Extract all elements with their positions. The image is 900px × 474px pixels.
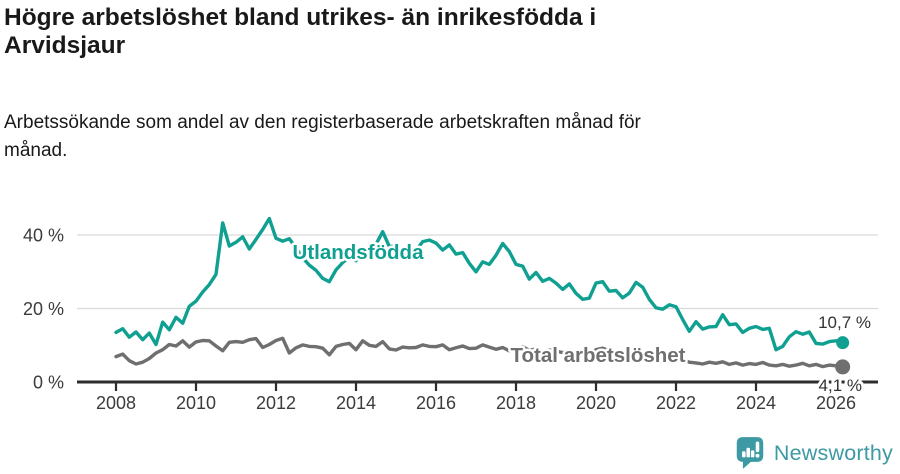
chart-title: Högre arbetslöshet bland utrikes- än inr… xyxy=(4,4,597,59)
x-tick-label: 2010 xyxy=(176,393,216,413)
x-tick-label: 2008 xyxy=(96,393,136,413)
series-end-value-utlandsf-dda: 10,7 % xyxy=(818,313,871,332)
bar-2 xyxy=(746,447,750,458)
series-line-utlandsf-dda xyxy=(114,216,845,352)
x-tick-label: 2018 xyxy=(496,393,536,413)
exclamation-dot xyxy=(755,453,760,458)
x-tick-label: 2026 xyxy=(816,393,856,413)
bar-3 xyxy=(750,450,755,458)
chart-subtitle: Arbetssökande som andel av den registerb… xyxy=(4,112,641,161)
y-tick-label: 40 % xyxy=(23,226,64,246)
newsworthy-logo-icon xyxy=(736,437,764,469)
x-tick-label: 2012 xyxy=(256,393,296,413)
series-end-dot-utlandsf-dda xyxy=(836,336,850,350)
y-tick-label: 20 % xyxy=(23,299,64,319)
x-tick-label: 2024 xyxy=(736,393,776,413)
series-line-total-arbetsl-shet xyxy=(114,336,845,369)
newsworthy-brand[interactable]: Newsworthy xyxy=(735,435,893,471)
series-label-utlandsf-dda: Utlandsfödda xyxy=(293,241,425,264)
y-tick-label: 0 % xyxy=(33,373,64,393)
exclamation-bar xyxy=(755,441,760,453)
x-tick-label: 2020 xyxy=(576,393,616,413)
series-end-value-total-arbetsl-shet: 4,1 % xyxy=(819,376,862,395)
x-tick-label: 2016 xyxy=(416,393,456,413)
series-end-dot-total-arbetsl-shet xyxy=(835,359,851,375)
x-tick-label: 2014 xyxy=(336,393,376,413)
newsworthy-brand-name: Newsworthy xyxy=(773,440,893,465)
series-label-total-arbetsl-shet: Total arbetslöshet xyxy=(510,344,685,367)
bar-1 xyxy=(741,451,746,458)
x-tick-label: 2022 xyxy=(656,393,696,413)
